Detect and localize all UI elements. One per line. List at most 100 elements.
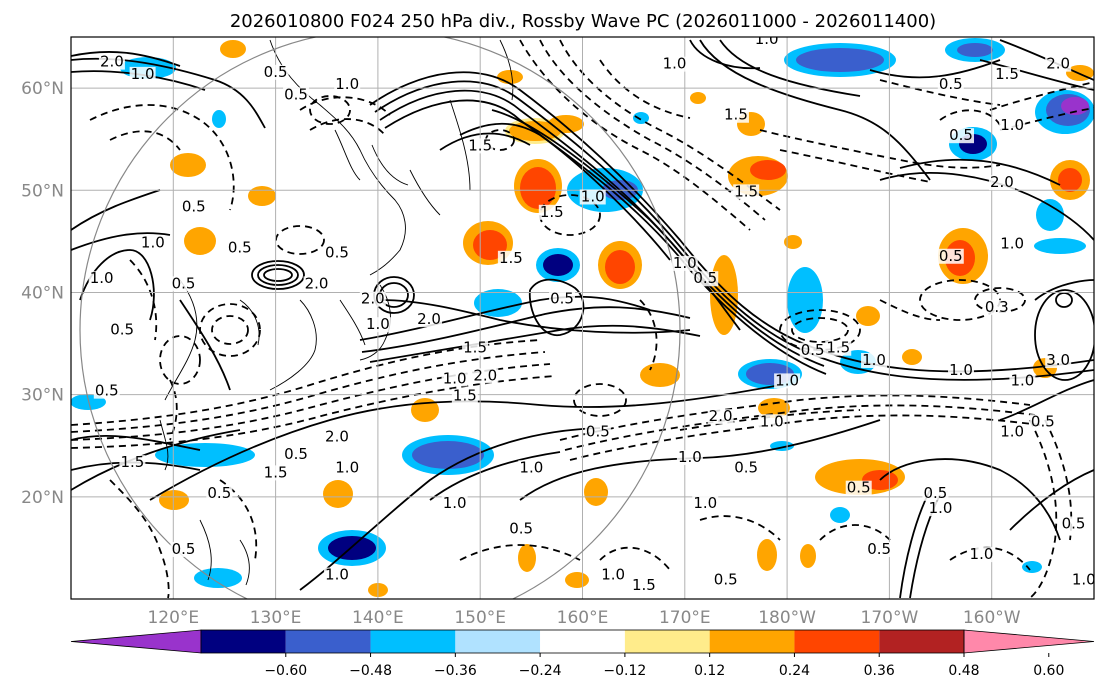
contour-label: 2.0 [990,173,1014,191]
contour-label: 0.5 [172,540,196,558]
contour-label: 1.0 [1072,571,1096,589]
anomaly-blob [945,38,1005,62]
contour-label-bg [927,501,954,517]
contour-label: 0.5 [939,247,963,265]
contour-label-bg [262,465,289,481]
contour-label: 1.0 [970,545,994,563]
contour-label: 1.0 [949,361,973,379]
contour-label-bg [119,455,146,471]
contour-label: 1.0 [443,369,467,387]
contour-label-bg [170,276,197,292]
anomaly-blob [155,443,255,467]
contour-label-bg [692,496,719,512]
contour-label-bg [774,373,801,389]
colorbar-segment [879,630,964,653]
contour-label-bg [861,352,888,368]
contour-label: 0.5 [284,85,308,103]
contour-label: 1.0 [862,351,886,369]
contour-label: 0.5 [924,484,948,502]
contour-label-bg [303,276,330,292]
contour-label-bg [825,340,852,356]
contour-label: 1.0 [1010,371,1034,389]
contour-label: 0.5 [207,484,231,502]
contour-label-bg [1009,373,1036,389]
contour-label-bg [733,460,760,476]
contour-label: 1.0 [443,494,467,512]
lon-tick-label: 170°W [861,608,919,628]
contour-label: 0.5 [586,423,610,441]
anomaly-blob [497,70,523,84]
contour-label-bg [139,235,166,251]
colorbar-segment [455,630,541,653]
contour-label: 1.5 [724,106,748,124]
anomaly-blob [584,478,608,506]
contour-label: 1.0 [325,566,349,584]
colorbar-tick-label: −0.60 [264,663,307,679]
figure-title: 2026010800 F024 250 hPa div., Rossby Wav… [230,11,936,32]
contour-label: 1.0 [673,254,697,272]
colorbar-extend-max [963,629,1095,654]
contour-label: 1.5 [468,136,492,154]
contour-label-bg [441,371,468,387]
anomaly-blob [784,43,896,77]
contour-labels: 2.01.0 0.50.51.01.01.01.52.00.51.00.51.51… [88,37,1096,594]
colorbar-tick-label: −0.48 [349,663,392,679]
lat-tick-label: 20°N [21,488,64,508]
contour-label: 2.0 [1046,55,1070,73]
anomaly-blob [757,539,777,571]
contour-label: 0.5 [714,571,738,589]
contour-label-bg [518,460,545,476]
colorbar-tick-label: 0.60 [1033,663,1064,679]
contour-label-bg [722,107,749,123]
contour-label-bg [866,542,893,558]
contour-label-bg [283,446,310,462]
contour-label: 1.0 [693,494,717,512]
map-area: 2.01.0 0.50.51.01.01.01.52.00.51.00.51.51… [71,37,1096,599]
contour-label: 1.5 [264,463,288,481]
contour-label: 1.0 [663,55,687,73]
lon-tick-label: 180°W [758,608,816,628]
map-frame [70,36,1095,600]
contour-label-bg [707,409,734,425]
contour-label-bg [334,77,361,93]
contour-label: 1.0 [581,187,605,205]
contour-label-bg [661,56,688,72]
contour-label-bg [323,245,350,261]
contour-label: 0.5 [867,540,891,558]
contour-label: 0.5 [801,341,825,359]
anomaly-blob [170,153,206,177]
contour-label: 0.5 [325,244,349,262]
contour-label: 0.5 [264,63,288,81]
contour-label-bg [692,271,719,287]
dashed-contour-lines [71,39,1094,599]
contour-label: 0.5 [847,479,871,497]
anomaly-blob [194,568,242,588]
contour-label-bg [93,383,120,399]
colorbar-segment [201,630,286,653]
contour-label-bg [283,87,310,103]
colorbar-frame [200,629,965,654]
contour-label: 0.5 [1062,514,1086,532]
lat-tick-label: 50°N [21,181,64,201]
anomaly-blob [474,289,522,317]
longitude-labels: 120°E 130°E 140°E 150°E 160°E 170°E 180°W 170°W… [147,608,1020,628]
contour-label: 0.5 [550,290,574,308]
colorbar-tick-label: 0.48 [948,663,979,679]
anomaly-blob [565,572,589,588]
colorbar-segment [540,630,625,653]
contour-label-bg [226,240,253,256]
contour-label: 0.5 [509,520,533,538]
lon-tick-label: 170°E [659,608,711,628]
anomaly-blob [220,40,246,58]
contour-label: 2.0 [361,290,385,308]
contour-label-bg [497,250,524,266]
contour-label-bg [451,388,478,404]
contour-label-bg [462,340,489,356]
anomaly-blob [784,235,802,249]
contour-label: 1.0 [601,566,625,584]
contour-label: 3.0 [1046,351,1070,369]
contour-label: 1.5 [826,339,850,357]
contour-label-bg [549,291,576,307]
contour-label: 2.0 [473,366,497,384]
